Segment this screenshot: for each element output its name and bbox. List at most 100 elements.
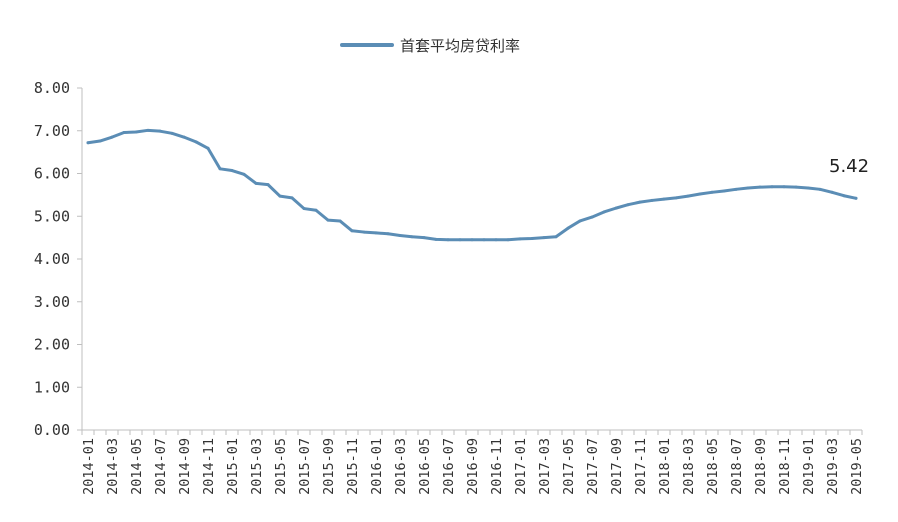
y-tick-label: 8.00 <box>34 79 70 97</box>
data-point <box>710 190 714 194</box>
data-point <box>242 172 246 176</box>
data-point <box>650 198 654 202</box>
data-point <box>662 197 666 201</box>
data-point <box>350 229 354 233</box>
data-point <box>302 207 306 211</box>
data-point <box>98 139 102 143</box>
x-tick-label: 2016-09 <box>465 438 481 495</box>
data-label-last-value: 5.42 <box>829 156 869 177</box>
y-tick-label: 7.00 <box>34 122 70 140</box>
y-axis: 0.00 1.00 2.00 3.00 4.00 5.00 6.00 7.00 8.00 <box>34 79 83 439</box>
data-point <box>854 196 858 200</box>
data-point <box>746 186 750 190</box>
x-tick-label: 2015-07 <box>297 438 313 495</box>
data-point <box>470 238 474 242</box>
data-point <box>770 185 774 189</box>
x-tick-label: 2017-05 <box>561 438 577 495</box>
data-point <box>86 141 90 145</box>
data-point <box>314 208 318 212</box>
data-point <box>638 200 642 204</box>
data-point <box>230 169 234 173</box>
y-tick-label: 2.00 <box>34 336 70 354</box>
data-point <box>506 238 510 242</box>
data-point <box>530 236 534 240</box>
data-point <box>146 128 150 132</box>
data-point <box>458 238 462 242</box>
y-tick-label: 3.00 <box>34 293 70 311</box>
data-point <box>542 236 546 240</box>
x-tick-label: 2014-05 <box>129 438 145 495</box>
data-point <box>446 238 450 242</box>
data-point <box>614 206 618 210</box>
x-tick-label: 2017-11 <box>633 438 649 495</box>
data-point <box>206 146 210 150</box>
data-point <box>182 135 186 139</box>
y-tick-label: 5.00 <box>34 207 70 225</box>
x-tick-label: 2016-03 <box>393 438 409 495</box>
data-point <box>110 135 114 139</box>
x-tick-label: 2014-11 <box>201 438 217 495</box>
data-point <box>806 186 810 190</box>
legend-label: 首套平均房贷利率 <box>400 37 520 55</box>
y-tick-label: 1.00 <box>34 378 70 396</box>
data-point <box>374 231 378 235</box>
x-tick-label: 2017-01 <box>513 438 529 495</box>
data-point <box>734 187 738 191</box>
data-point <box>566 226 570 230</box>
y-tick-label: 6.00 <box>34 165 70 183</box>
series-line <box>86 128 858 242</box>
data-point <box>290 196 294 200</box>
x-tick-label: 2017-03 <box>537 438 553 495</box>
data-point <box>590 215 594 219</box>
x-tick-label: 2017-09 <box>609 438 625 495</box>
data-point <box>818 187 822 191</box>
legend: 首套平均房贷利率 <box>340 37 520 55</box>
x-tick-label: 2018-03 <box>681 438 697 495</box>
data-point <box>170 131 174 135</box>
data-point <box>782 185 786 189</box>
x-tick-label: 2014-07 <box>153 438 169 495</box>
data-point <box>698 192 702 196</box>
data-point <box>518 237 522 241</box>
x-tick-label: 2016-05 <box>417 438 433 495</box>
data-point <box>830 190 834 194</box>
x-tick-label: 2016-01 <box>369 438 385 495</box>
data-point <box>410 235 414 239</box>
data-point <box>578 219 582 223</box>
data-point <box>686 194 690 198</box>
data-point <box>422 236 426 240</box>
data-point <box>194 140 198 144</box>
x-tick-label: 2015-01 <box>225 438 241 495</box>
x-tick-label: 2015-11 <box>345 438 361 495</box>
data-point <box>122 130 126 134</box>
data-point <box>602 210 606 214</box>
x-tick-label: 2017-07 <box>585 438 601 495</box>
x-tick-label: 2018-05 <box>705 438 721 495</box>
x-tick-label: 2016-11 <box>489 438 505 495</box>
data-point <box>494 238 498 242</box>
data-point <box>482 238 486 242</box>
data-point <box>218 167 222 171</box>
data-point <box>326 218 330 222</box>
x-tick-label: 2019-05 <box>849 438 865 495</box>
x-tick-label: 2015-09 <box>321 438 337 495</box>
y-tick-label: 0.00 <box>34 421 70 439</box>
data-point <box>674 196 678 200</box>
data-point <box>794 185 798 189</box>
x-tick-label: 2018-09 <box>753 438 769 495</box>
x-tick-label: 2019-01 <box>801 438 817 495</box>
data-point <box>842 194 846 198</box>
data-point <box>554 235 558 239</box>
x-tick-label: 2014-03 <box>105 438 121 495</box>
x-tick-label: 2014-09 <box>177 438 193 495</box>
x-tick-label: 2015-03 <box>249 438 265 495</box>
x-axis: 2014-01 2014-03 2014-05 2014-07 2014-09 2014-… <box>81 429 865 495</box>
data-point <box>626 203 630 207</box>
data-point <box>398 233 402 237</box>
x-tick-label: 2016-07 <box>441 438 457 495</box>
data-point <box>254 181 258 185</box>
data-point <box>386 232 390 236</box>
series-points <box>86 128 858 242</box>
data-point <box>266 183 270 187</box>
